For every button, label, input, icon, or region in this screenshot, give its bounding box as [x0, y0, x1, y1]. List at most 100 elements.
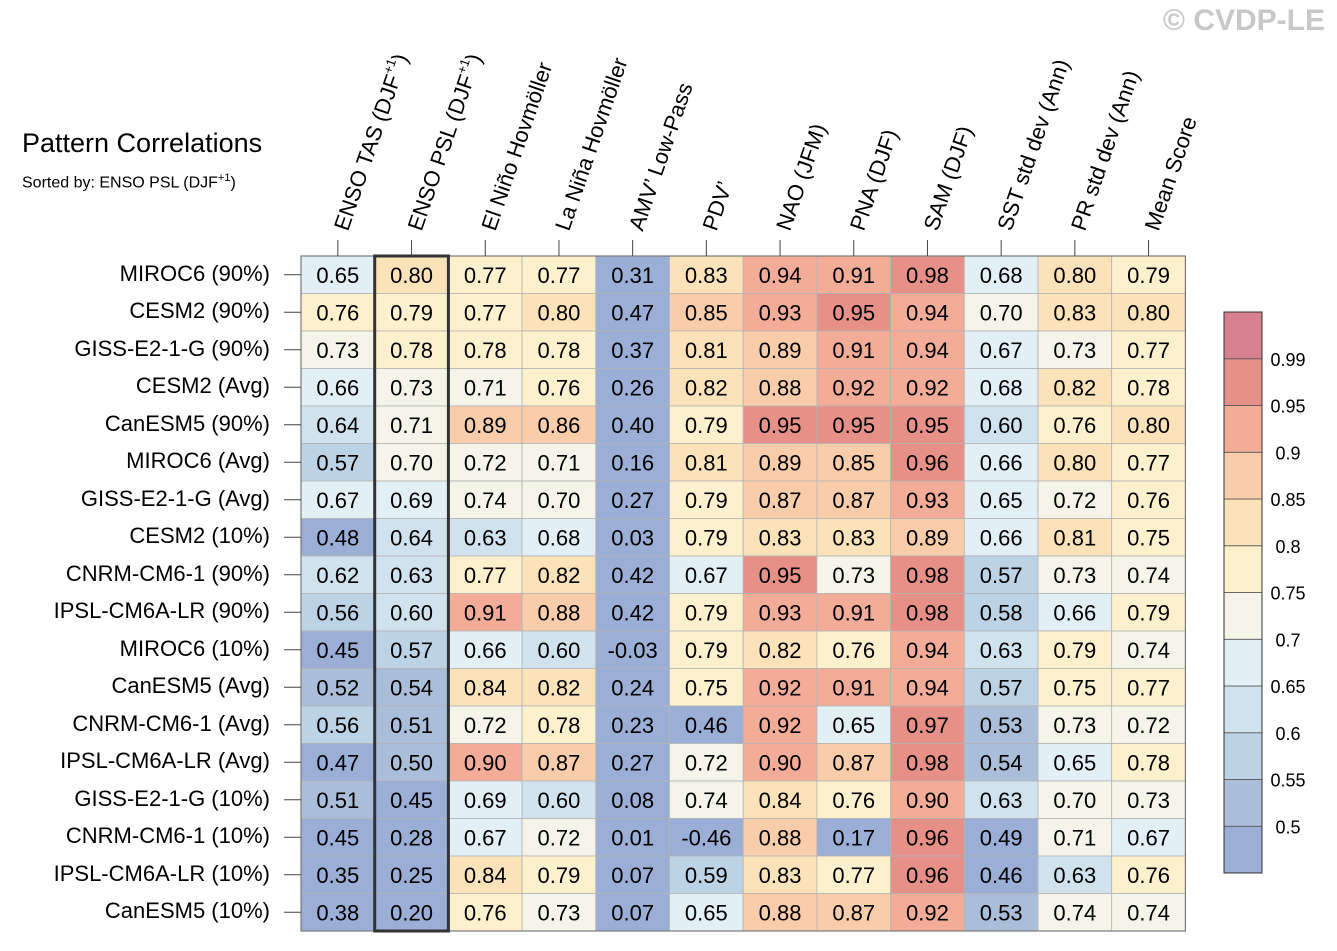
- cell-value: 0.42: [611, 563, 654, 588]
- cell-value: 0.85: [832, 450, 875, 475]
- heatmap-cell: [669, 893, 744, 932]
- cell-value: 0.60: [980, 413, 1023, 438]
- heatmap-cell: [595, 705, 670, 744]
- heatmap-cell: [816, 255, 892, 294]
- column-header: PDV’: [697, 178, 737, 234]
- heatmap-cell: [447, 368, 523, 407]
- cell-value: 0.73: [832, 563, 875, 588]
- heatmap-cell: [669, 405, 744, 444]
- heatmap-cell: [890, 293, 965, 332]
- cell-value: 0.07: [611, 900, 654, 925]
- cell-value: 0.80: [1127, 300, 1170, 325]
- row-label: CESM2 (90%): [129, 298, 270, 324]
- cell-value: 0.87: [538, 750, 581, 775]
- row-label: CNRM-CM6-1 (90%): [65, 560, 270, 586]
- cell-value: 0.77: [1127, 675, 1170, 700]
- cell-value: 0.69: [390, 488, 433, 513]
- colorbar-label: 0.7: [1275, 630, 1300, 650]
- heatmap-cell: [742, 893, 818, 932]
- cell-value: 0.73: [316, 338, 359, 363]
- cell-value: 0.66: [980, 525, 1023, 550]
- heatmap-cell: [521, 255, 597, 294]
- heatmap-cell: [742, 443, 818, 482]
- cell-value: 0.94: [759, 263, 802, 288]
- heatmap-cell: [890, 630, 965, 669]
- heatmap-cell: [1037, 293, 1113, 332]
- heatmap-cell: [1111, 255, 1186, 294]
- watermark: © CVDP-LE: [1163, 4, 1325, 38]
- cell-value: 0.78: [1127, 375, 1170, 400]
- cell-value: 0.69: [464, 788, 507, 813]
- cell-value: 0.57: [316, 450, 359, 475]
- cell-value: 0.53: [980, 713, 1023, 738]
- cell-value: 0.23: [611, 713, 654, 738]
- heatmap-cell: [816, 555, 892, 594]
- heatmap-cell: [742, 405, 818, 444]
- heatmap-cell: [816, 743, 892, 782]
- row-label: GISS-E2-1-G (10%): [74, 785, 270, 811]
- cell-value: 0.83: [759, 525, 802, 550]
- cell-value: 0.95: [759, 563, 802, 588]
- cell-value: 0.94: [906, 300, 949, 325]
- cell-value: 0.71: [538, 450, 581, 475]
- heatmap-cell: [816, 405, 892, 444]
- heatmap-cell: [521, 518, 597, 557]
- cell-value: 0.97: [906, 713, 949, 738]
- row-label: IPSL-CM6A-LR (10%): [53, 860, 270, 886]
- cell-value: 0.77: [1127, 338, 1170, 363]
- heatmap-cell: [521, 368, 597, 407]
- cell-value: 0.67: [685, 563, 728, 588]
- cell-value: 0.67: [980, 338, 1023, 363]
- cell-value: 0.84: [759, 788, 802, 813]
- heatmap-cell: [742, 705, 818, 744]
- cell-value: 0.77: [464, 263, 507, 288]
- heatmap-cell: [300, 630, 376, 669]
- heatmap-cell: [742, 518, 818, 557]
- cell-value: 0.76: [316, 300, 359, 325]
- cell-value: 0.79: [685, 413, 728, 438]
- heatmap-cell: [669, 743, 744, 782]
- cell-value: 0.79: [538, 863, 581, 888]
- heatmap-cell: [1037, 555, 1113, 594]
- cell-value: 0.95: [832, 300, 875, 325]
- heatmap-cell: [669, 555, 744, 594]
- heatmap-cell: [521, 893, 597, 932]
- cell-value: 0.74: [1127, 638, 1170, 663]
- cell-value: 0.77: [464, 300, 507, 325]
- cell-value: 0.76: [832, 788, 875, 813]
- heatmap-cell: [374, 593, 449, 632]
- heatmap-cell: [300, 443, 376, 482]
- heatmap-cell: [595, 855, 670, 894]
- cell-value: 0.92: [832, 375, 875, 400]
- heatmap-cell: [1111, 743, 1186, 782]
- cell-value: 0.79: [685, 638, 728, 663]
- heatmap-cell: [816, 780, 892, 819]
- cell-value: 0.56: [316, 600, 359, 625]
- cell-value: 0.68: [538, 525, 581, 550]
- colorbar-swatch: [1223, 545, 1263, 593]
- cell-value: 0.67: [464, 825, 507, 850]
- cell-value: 0.93: [906, 488, 949, 513]
- cell-value: 0.98: [906, 750, 949, 775]
- heatmap-cell: [1037, 668, 1113, 707]
- heatmap-cell: [669, 368, 744, 407]
- column-header: PR std dev (Ann): [1066, 67, 1144, 234]
- cell-value: 0.92: [906, 375, 949, 400]
- cell-value: 0.98: [906, 263, 949, 288]
- heatmap-cell: [595, 893, 670, 932]
- cell-value: 0.81: [1053, 525, 1096, 550]
- cell-value: 0.89: [759, 450, 802, 475]
- cell-value: 0.63: [464, 525, 507, 550]
- heatmap-cell: [669, 480, 744, 519]
- cell-value: 0.88: [759, 375, 802, 400]
- colorbar-label: 0.6: [1275, 724, 1300, 744]
- heatmap-cell: [963, 855, 1039, 894]
- cell-value: 0.73: [1053, 563, 1096, 588]
- cell-value: 0.63: [390, 563, 433, 588]
- heatmap-cell: [374, 480, 449, 519]
- cell-value: 0.73: [538, 900, 581, 925]
- heatmap-cell: [963, 668, 1039, 707]
- heatmap-cell: [669, 668, 744, 707]
- cell-value: 0.96: [906, 825, 949, 850]
- cell-value: 0.82: [538, 563, 581, 588]
